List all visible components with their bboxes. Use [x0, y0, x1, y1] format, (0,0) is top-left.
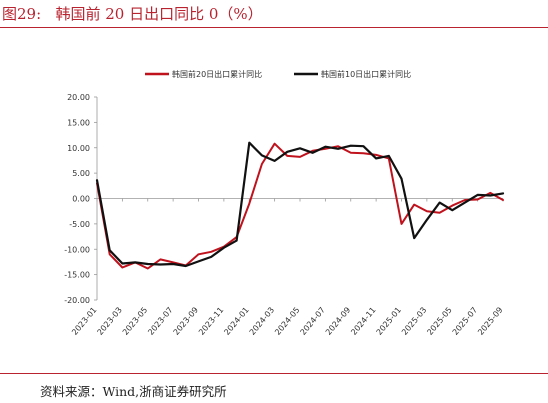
y-tick-label: 20.00: [67, 93, 90, 102]
source-note: 资料来源：Wind,浙商证券研究所: [40, 384, 227, 399]
x-tick-label: 2023-07: [146, 306, 174, 337]
y-tick-label: 0.00: [72, 195, 90, 204]
x-tick-label: 2024-05: [273, 306, 301, 337]
y-tick-label: 15.00: [67, 118, 90, 127]
x-tick-label: 2025-09: [476, 306, 504, 337]
title-rule: [0, 27, 548, 28]
legend-label-1: 韩国前20日出口累计同比: [172, 69, 262, 79]
x-tick-label: 2024-11: [349, 306, 377, 337]
x-tick-label: 2024-09: [324, 306, 352, 337]
x-tick-label: 2025-05: [425, 306, 453, 337]
x-tick-label: 2023-09: [172, 306, 200, 337]
y-axis: 20.00 15.00 10.00 5.00 0.00 -5.00 -10.00 -15.00…: [64, 93, 98, 305]
legend: 韩国前20日出口累计同比 韩国前10日出口累计同比: [145, 69, 411, 79]
x-tick-label: 2024-03: [248, 306, 276, 337]
series-layer: [95, 141, 505, 270]
figure-label: 图29:: [2, 5, 42, 23]
line-chart: 韩国前20日出口累计同比 韩国前10日出口累计同比 20.00 15.00 10.00…: [64, 69, 505, 337]
x-tick-label: 2023-01: [70, 306, 98, 337]
footer-rule: [0, 373, 548, 374]
x-tick-label: 2024-07: [299, 306, 327, 337]
legend-label-2: 韩国前10日出口累计同比: [321, 69, 411, 79]
x-tick-label: 2024-01: [222, 306, 250, 337]
x-tick-label: 2023-03: [96, 306, 124, 337]
x-tick-label: 2025-03: [400, 306, 428, 337]
y-tick-label: -20.00: [64, 296, 90, 305]
x-tick-label: 2023-05: [121, 306, 149, 337]
figure-title-text: 韩国前 20 日出口同比 0（%）: [55, 5, 263, 23]
y-tick-label: -15.00: [64, 271, 90, 280]
figure-title: 图29: 韩国前 20 日出口同比 0（%）: [2, 3, 263, 24]
x-tick-label: 2023-11: [197, 306, 225, 337]
series-line-1: [96, 142, 504, 270]
y-tick-label: -5.00: [69, 220, 90, 229]
series-line-2: [95, 141, 505, 268]
y-tick-label: 5.00: [72, 169, 90, 178]
y-tick-label: -10.00: [64, 245, 90, 254]
x-tick-label: 2025-07: [451, 306, 479, 337]
y-tick-label: 10.00: [67, 144, 90, 153]
x-axis: 2023-012023-032023-052023-072023-092023-…: [70, 198, 505, 337]
x-tick-label: 2025-01: [375, 306, 403, 337]
